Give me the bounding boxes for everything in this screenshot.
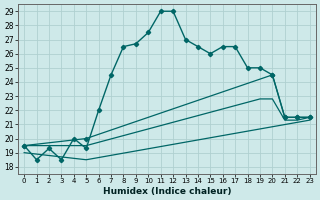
X-axis label: Humidex (Indice chaleur): Humidex (Indice chaleur) [103,187,231,196]
